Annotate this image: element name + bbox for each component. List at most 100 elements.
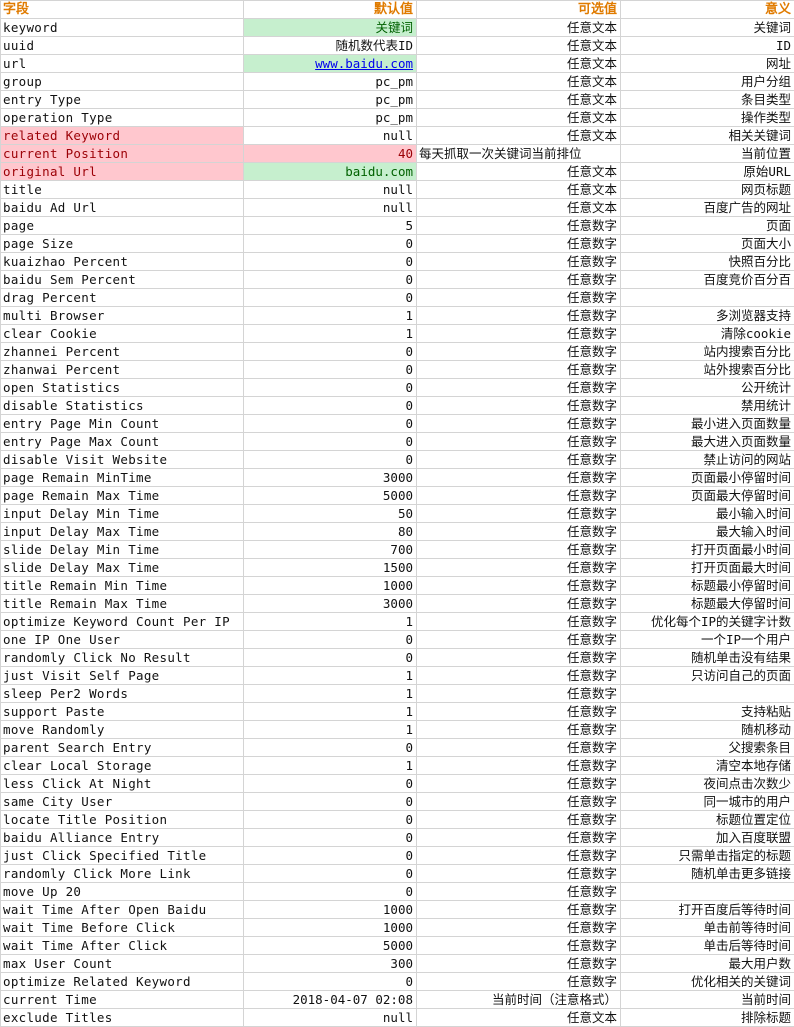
cell-meaning[interactable]: 清除cookie — [620, 324, 794, 343]
cell-default[interactable]: 1000 — [243, 576, 417, 595]
cell-default[interactable]: www.baidu.com — [243, 54, 417, 73]
cell-meaning[interactable]: 网页标题 — [620, 180, 794, 199]
cell-field[interactable]: page Remain Max Time — [0, 486, 244, 505]
cell-field[interactable]: one IP One User — [0, 630, 244, 649]
cell-default[interactable]: 1000 — [243, 900, 417, 919]
cell-meaning[interactable]: 页面大小 — [620, 234, 794, 253]
cell-meaning[interactable]: 条目类型 — [620, 90, 794, 109]
cell-options[interactable]: 任意数字 — [416, 594, 621, 613]
cell-meaning[interactable]: 打开页面最大时间 — [620, 558, 794, 577]
cell-options[interactable]: 任意数字 — [416, 630, 621, 649]
cell-default[interactable]: 300 — [243, 954, 417, 973]
cell-default[interactable]: 0 — [243, 846, 417, 865]
cell-field[interactable]: just Visit Self Page — [0, 666, 244, 685]
cell-meaning[interactable]: 标题最大停留时间 — [620, 594, 794, 613]
cell-field[interactable]: disable Statistics — [0, 396, 244, 415]
cell-default[interactable]: 0 — [243, 972, 417, 991]
cell-options[interactable]: 任意数字 — [416, 864, 621, 883]
cell-options[interactable]: 任意文本 — [416, 18, 621, 37]
header-options[interactable]: 可选值 — [416, 0, 621, 19]
cell-default[interactable]: 50 — [243, 504, 417, 523]
cell-options[interactable]: 任意数字 — [416, 450, 621, 469]
cell-field[interactable]: open Statistics — [0, 378, 244, 397]
cell-default[interactable]: 40 — [243, 144, 417, 163]
cell-options[interactable]: 任意数字 — [416, 882, 621, 901]
cell-default[interactable]: 1 — [243, 306, 417, 325]
cell-field[interactable]: keyword — [0, 18, 244, 37]
cell-field[interactable]: operation Type — [0, 108, 244, 127]
cell-meaning[interactable]: 随机单击更多链接 — [620, 864, 794, 883]
cell-field[interactable]: less Click At Night — [0, 774, 244, 793]
cell-meaning[interactable]: 支持粘贴 — [620, 702, 794, 721]
cell-default[interactable]: null — [243, 180, 417, 199]
cell-meaning[interactable]: 最大进入页面数量 — [620, 432, 794, 451]
cell-field[interactable]: randomly Click No Result — [0, 648, 244, 667]
cell-field[interactable]: group — [0, 72, 244, 91]
cell-field[interactable]: entry Page Max Count — [0, 432, 244, 451]
cell-meaning[interactable]: 快照百分比 — [620, 252, 794, 271]
header-default[interactable]: 默认值 — [243, 0, 417, 19]
cell-options[interactable]: 任意数字 — [416, 774, 621, 793]
cell-default[interactable]: 5000 — [243, 936, 417, 955]
cell-default[interactable]: 0 — [243, 828, 417, 847]
cell-default[interactable]: 1 — [243, 684, 417, 703]
cell-meaning[interactable]: 禁止访问的网站 — [620, 450, 794, 469]
cell-field[interactable]: title Remain Max Time — [0, 594, 244, 613]
cell-default[interactable]: 1500 — [243, 558, 417, 577]
cell-meaning[interactable]: 当前位置 — [620, 144, 794, 163]
cell-options[interactable]: 任意数字 — [416, 432, 621, 451]
cell-default[interactable]: pc_pm — [243, 90, 417, 109]
cell-meaning[interactable]: 随机单击没有结果 — [620, 648, 794, 667]
cell-default[interactable]: 0 — [243, 630, 417, 649]
cell-field[interactable]: zhanwai Percent — [0, 360, 244, 379]
cell-default[interactable]: 0 — [243, 774, 417, 793]
cell-field[interactable]: same City User — [0, 792, 244, 811]
cell-meaning[interactable]: 同一城市的用户 — [620, 792, 794, 811]
cell-options[interactable]: 任意数字 — [416, 648, 621, 667]
cell-default[interactable]: 5 — [243, 216, 417, 235]
cell-default[interactable]: 1 — [243, 702, 417, 721]
cell-default[interactable]: 0 — [243, 882, 417, 901]
cell-field[interactable]: multi Browser — [0, 306, 244, 325]
cell-default[interactable]: 0 — [243, 810, 417, 829]
cell-meaning[interactable]: 单击前等待时间 — [620, 918, 794, 937]
cell-field[interactable]: exclude Titles — [0, 1008, 244, 1027]
cell-options[interactable]: 任意数字 — [416, 324, 621, 343]
cell-field[interactable]: url — [0, 54, 244, 73]
cell-default[interactable]: 80 — [243, 522, 417, 541]
cell-default[interactable]: 0 — [243, 252, 417, 271]
cell-meaning[interactable]: 页面最大停留时间 — [620, 486, 794, 505]
cell-field[interactable]: optimize Related Keyword — [0, 972, 244, 991]
cell-field[interactable]: slide Delay Max Time — [0, 558, 244, 577]
cell-default[interactable]: 1000 — [243, 918, 417, 937]
cell-default[interactable]: 0 — [243, 738, 417, 757]
cell-options[interactable]: 任意数字 — [416, 612, 621, 631]
cell-meaning[interactable]: 加入百度联盟 — [620, 828, 794, 847]
cell-field[interactable]: just Click Specified Title — [0, 846, 244, 865]
cell-meaning[interactable]: 父搜索条目 — [620, 738, 794, 757]
cell-meaning[interactable]: 公开统计 — [620, 378, 794, 397]
cell-meaning[interactable]: 排除标题 — [620, 1008, 794, 1027]
cell-options[interactable]: 任意数字 — [416, 900, 621, 919]
cell-field[interactable]: current Position — [0, 144, 244, 163]
cell-field[interactable]: zhannei Percent — [0, 342, 244, 361]
cell-meaning[interactable]: 最小输入时间 — [620, 504, 794, 523]
cell-default[interactable]: 0 — [243, 234, 417, 253]
cell-field[interactable]: baidu Ad Url — [0, 198, 244, 217]
cell-options[interactable]: 任意文本 — [416, 54, 621, 73]
cell-options[interactable]: 任意数字 — [416, 468, 621, 487]
cell-default[interactable]: 0 — [243, 792, 417, 811]
cell-field[interactable]: drag Percent — [0, 288, 244, 307]
cell-default[interactable]: 关键词 — [243, 18, 417, 37]
cell-default[interactable]: null — [243, 1008, 417, 1027]
cell-options[interactable]: 当前时间（注意格式） — [416, 990, 621, 1009]
cell-options[interactable]: 任意数字 — [416, 504, 621, 523]
cell-meaning[interactable]: 最大用户数 — [620, 954, 794, 973]
cell-field[interactable]: input Delay Min Time — [0, 504, 244, 523]
cell-default[interactable]: 0 — [243, 864, 417, 883]
cell-field[interactable]: locate Title Position — [0, 810, 244, 829]
cell-default[interactable]: 700 — [243, 540, 417, 559]
cell-options[interactable]: 任意数字 — [416, 252, 621, 271]
cell-options[interactable]: 任意数字 — [416, 270, 621, 289]
cell-field[interactable]: entry Type — [0, 90, 244, 109]
